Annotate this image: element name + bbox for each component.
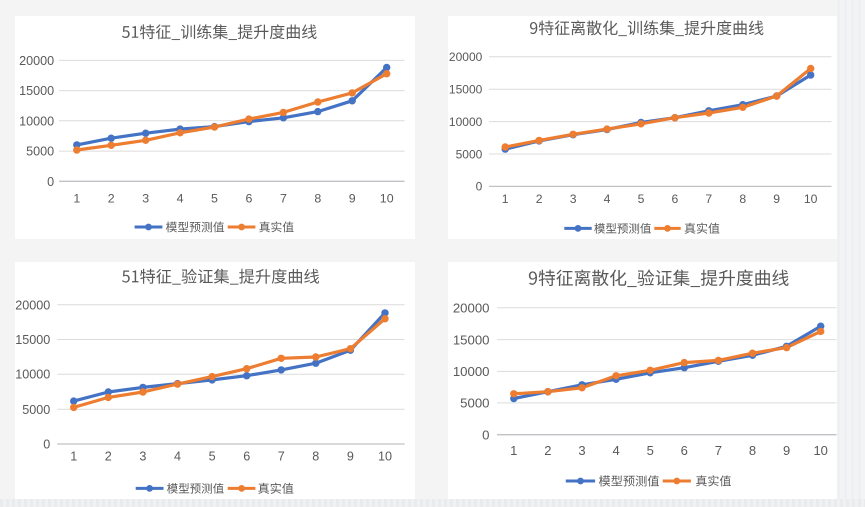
svg-text:8: 8 xyxy=(749,443,756,458)
svg-text:20000: 20000 xyxy=(453,301,490,316)
svg-text:5000: 5000 xyxy=(456,147,483,161)
svg-text:10: 10 xyxy=(378,449,392,463)
svg-text:5: 5 xyxy=(638,192,645,206)
svg-text:4: 4 xyxy=(177,191,184,205)
svg-text:5000: 5000 xyxy=(22,403,50,417)
svg-text:5: 5 xyxy=(209,449,216,463)
svg-text:2: 2 xyxy=(536,192,543,206)
svg-text:10000: 10000 xyxy=(19,114,54,128)
svg-text:20000: 20000 xyxy=(449,50,483,64)
svg-text:8: 8 xyxy=(312,449,319,463)
svg-text:5: 5 xyxy=(647,443,654,458)
svg-text:0: 0 xyxy=(43,438,50,452)
svg-text:15000: 15000 xyxy=(19,84,54,98)
svg-text:2: 2 xyxy=(108,191,115,205)
svg-text:6: 6 xyxy=(243,449,250,463)
svg-text:5000: 5000 xyxy=(26,145,54,159)
svg-text:10: 10 xyxy=(813,443,827,458)
svg-text:3: 3 xyxy=(578,443,585,458)
svg-text:2: 2 xyxy=(105,449,112,463)
svg-text:4: 4 xyxy=(174,449,181,463)
svg-text:10: 10 xyxy=(380,191,394,205)
svg-text:9: 9 xyxy=(773,192,780,206)
svg-text:10000: 10000 xyxy=(449,115,483,129)
svg-text:9: 9 xyxy=(783,443,790,458)
svg-text:0: 0 xyxy=(47,175,54,189)
svg-text:7: 7 xyxy=(715,443,722,458)
svg-text:20000: 20000 xyxy=(19,54,54,68)
svg-text:4: 4 xyxy=(612,443,619,458)
svg-text:6: 6 xyxy=(245,191,252,205)
svg-text:7: 7 xyxy=(278,449,285,463)
svg-text:1: 1 xyxy=(73,191,80,205)
svg-text:10000: 10000 xyxy=(15,368,50,382)
svg-text:5000: 5000 xyxy=(460,396,489,411)
svg-text:7: 7 xyxy=(280,191,287,205)
svg-text:6: 6 xyxy=(681,443,688,458)
svg-text:10: 10 xyxy=(804,192,818,206)
svg-text:9: 9 xyxy=(347,449,354,463)
svg-text:8: 8 xyxy=(739,192,746,206)
svg-text:20000: 20000 xyxy=(15,298,50,312)
svg-text:5: 5 xyxy=(211,191,218,205)
svg-text:3: 3 xyxy=(139,449,146,463)
svg-text:6: 6 xyxy=(672,192,679,206)
svg-text:2: 2 xyxy=(544,443,551,458)
svg-text:3: 3 xyxy=(570,192,577,206)
svg-text:1: 1 xyxy=(70,449,77,463)
svg-text:1: 1 xyxy=(502,192,509,206)
svg-text:0: 0 xyxy=(482,427,489,442)
svg-text:0: 0 xyxy=(476,180,483,194)
svg-text:9: 9 xyxy=(349,191,356,205)
svg-text:15000: 15000 xyxy=(15,333,50,347)
svg-text:4: 4 xyxy=(604,192,611,206)
svg-text:15000: 15000 xyxy=(449,83,483,97)
svg-text:8: 8 xyxy=(314,191,321,205)
svg-text:7: 7 xyxy=(705,192,712,206)
svg-text:3: 3 xyxy=(142,191,149,205)
svg-text:1: 1 xyxy=(510,443,517,458)
svg-text:10000: 10000 xyxy=(453,364,490,379)
svg-text:15000: 15000 xyxy=(453,332,490,347)
